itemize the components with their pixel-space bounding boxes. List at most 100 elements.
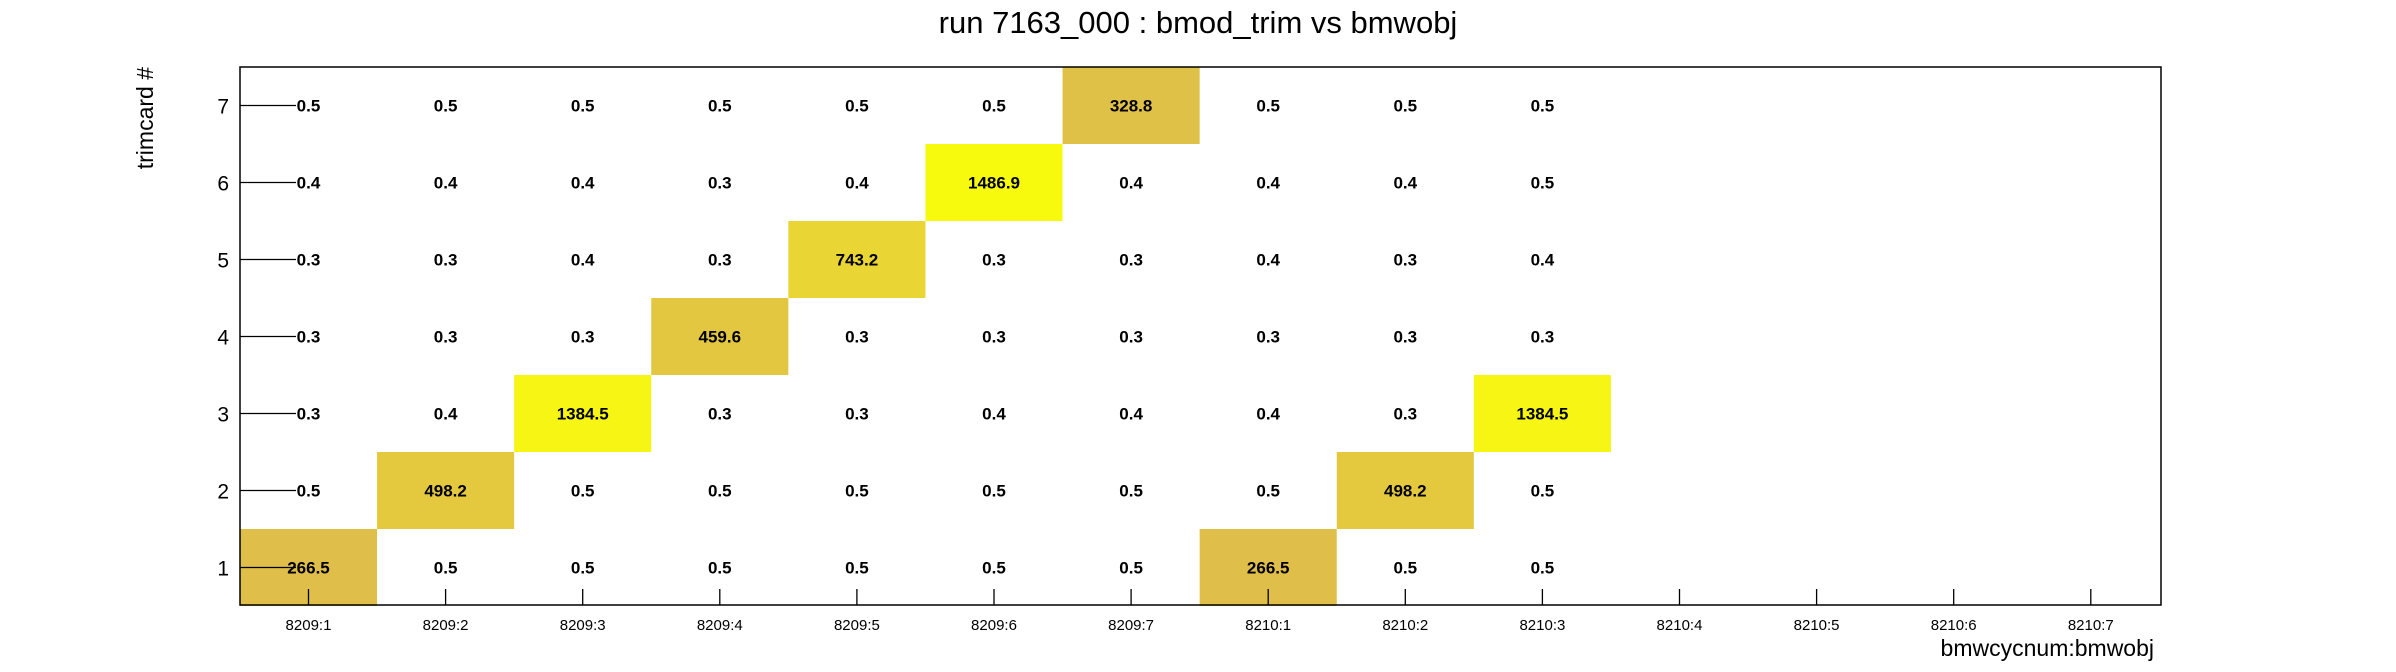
cell-label: 0.3: [708, 251, 732, 270]
cell-label: 266.5: [1247, 559, 1290, 578]
cell-label: 0.3: [1119, 328, 1143, 347]
x-tick-label: 8210:3: [1519, 617, 1565, 634]
heatmap-cell: [377, 452, 515, 529]
cell-label: 498.2: [424, 482, 467, 501]
cell-label: 0.4: [571, 251, 595, 270]
cell-label: 0.4: [1393, 174, 1417, 193]
cell-labels: 266.5 0.5 0.5 0.5 0.5 0.5 0.5 266.5 0.5 0.5 0.5 498…: [287, 97, 1568, 578]
x-tick-label: 8209:1: [286, 617, 332, 634]
cell-label: 0.4: [434, 174, 458, 193]
cell-label: 0.5: [297, 97, 321, 116]
x-tick-label: 8209:2: [423, 617, 469, 634]
cell-label: 0.3: [297, 405, 321, 424]
heatmap-cell: [1336, 452, 1474, 529]
cell-label: 0.4: [1531, 251, 1555, 270]
cell-label: 0.5: [1531, 97, 1555, 116]
cell-label: 0.4: [1119, 405, 1143, 424]
cell-label: 328.8: [1110, 97, 1153, 116]
x-axis: 8209:1 8209:2 8209:3 8209:4 8209:5 8209:6 8209…: [286, 589, 2114, 634]
cell-label: 0.3: [571, 328, 595, 347]
cell-label: 0.5: [1256, 482, 1280, 501]
heatmap-cell: [1062, 67, 1200, 144]
cell-label: 0.4: [1256, 174, 1280, 193]
x-tick-label: 8210:1: [1245, 617, 1291, 634]
y-tick-label: 4: [217, 327, 229, 350]
cell-label: 1384.5: [557, 405, 609, 424]
cell-label: 0.5: [845, 559, 869, 578]
cell-label: 0.4: [1256, 251, 1280, 270]
cell-label: 0.3: [1393, 405, 1417, 424]
plot-frame: [239, 66, 2162, 606]
x-tick-label: 8209:4: [697, 617, 743, 634]
y-axis: 1 2 3 4 5 6 7: [217, 96, 296, 581]
heatmap-cells: [240, 67, 1611, 606]
cell-label: 0.5: [708, 559, 732, 578]
cell-label: 0.5: [434, 559, 458, 578]
heatmap-cell: [1473, 375, 1611, 452]
x-axis-title: bmwcycnum:bmwobj: [1941, 635, 2154, 661]
cell-label: 0.5: [571, 559, 595, 578]
cell-label: 0.5: [297, 482, 321, 501]
cell-label: 0.5: [571, 97, 595, 116]
x-tick-label: 8210:7: [2068, 617, 2114, 634]
y-axis-title: trimcard #: [132, 67, 158, 169]
cell-label: 1486.9: [968, 174, 1020, 193]
x-tick-label: 8209:6: [971, 617, 1017, 634]
heatmap-cell: [925, 144, 1063, 221]
cell-label: 0.3: [982, 328, 1006, 347]
cell-label: 0.3: [1531, 328, 1555, 347]
cell-label: 0.4: [845, 174, 869, 193]
cell-label: 0.5: [982, 97, 1006, 116]
y-tick-label: 3: [217, 404, 229, 427]
cell-label: 0.3: [434, 251, 458, 270]
y-tick-label: 7: [217, 96, 229, 119]
cell-label: 0.4: [297, 174, 321, 193]
chart-title: run 7163_000 : bmod_trim vs bmwobj: [939, 5, 1458, 40]
cell-label: 0.3: [434, 328, 458, 347]
cell-label: 0.5: [1119, 559, 1143, 578]
heatmap-cell: [651, 298, 789, 375]
heatmap-cell: [514, 375, 652, 452]
cell-label: 0.5: [708, 97, 732, 116]
cell-label: 0.4: [982, 405, 1006, 424]
cell-label: 0.4: [434, 405, 458, 424]
x-tick-label: 8210:6: [1931, 617, 1977, 634]
cell-label: 0.3: [1256, 328, 1280, 347]
cell-label: 0.5: [1119, 482, 1143, 501]
cell-label: 743.2: [836, 251, 879, 270]
cell-label: 266.5: [287, 559, 330, 578]
heatmap-cell: [788, 221, 926, 298]
cell-label: 0.4: [1119, 174, 1143, 193]
cell-label: 0.5: [1393, 97, 1417, 116]
cell-label: 0.5: [1531, 559, 1555, 578]
cell-label: 0.5: [708, 482, 732, 501]
cell-label: 0.5: [1531, 174, 1555, 193]
cell-label: 0.3: [1393, 328, 1417, 347]
x-tick-label: 8209:7: [1108, 617, 1154, 634]
cell-label: 0.3: [297, 328, 321, 347]
cell-label: 0.5: [571, 482, 595, 501]
cell-label: 0.5: [1393, 559, 1417, 578]
x-tick-label: 8209:3: [560, 617, 606, 634]
cell-label: 0.5: [845, 482, 869, 501]
cell-label: 0.5: [982, 482, 1006, 501]
y-tick-label: 1: [217, 558, 229, 581]
cell-label: 1384.5: [1516, 405, 1568, 424]
cell-label: 0.3: [297, 251, 321, 270]
y-tick-label: 2: [217, 481, 229, 504]
cell-label: 0.5: [434, 97, 458, 116]
cell-label: 0.3: [845, 405, 869, 424]
cell-label: 0.3: [982, 251, 1006, 270]
cell-label: 0.3: [708, 405, 732, 424]
cell-label: 459.6: [699, 328, 742, 347]
cell-label: 0.3: [1119, 251, 1143, 270]
cell-label: 0.5: [1531, 482, 1555, 501]
x-tick-label: 8210:5: [1794, 617, 1840, 634]
cell-label: 0.4: [1256, 405, 1280, 424]
y-tick-label: 6: [217, 173, 229, 196]
y-tick-label: 5: [217, 250, 229, 273]
x-tick-label: 8210:2: [1382, 617, 1428, 634]
cell-label: 0.4: [571, 174, 595, 193]
cell-label: 0.3: [845, 328, 869, 347]
